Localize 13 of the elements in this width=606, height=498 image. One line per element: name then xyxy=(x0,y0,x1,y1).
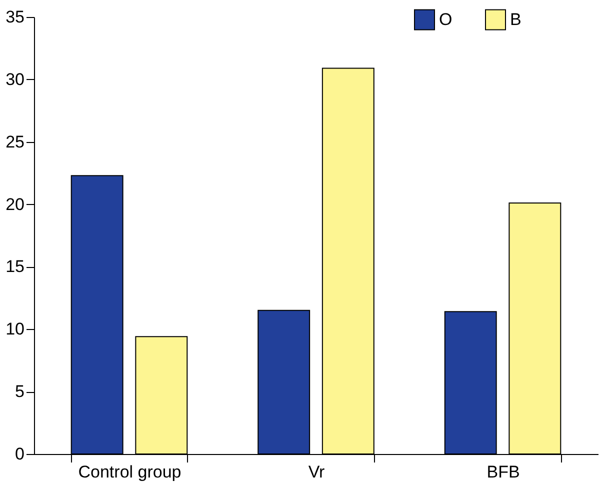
y-tick-label: 10 xyxy=(6,320,24,339)
y-tick-label: 0 xyxy=(15,444,24,464)
y-tick-label: 35 xyxy=(6,8,24,26)
legend-label: B xyxy=(510,10,522,29)
y-tick-label: 20 xyxy=(6,194,24,214)
y-tick-label: 30 xyxy=(6,70,24,89)
x-tick-label: Vr xyxy=(308,462,326,482)
y-tick-label: 15 xyxy=(6,257,24,276)
legend-label: O xyxy=(439,10,452,29)
y-tick-label: 25 xyxy=(6,132,24,152)
x-tick-label: BFB xyxy=(486,462,520,482)
y-tick-label: 5 xyxy=(15,382,24,402)
x-tick-label: Control group xyxy=(78,462,182,482)
